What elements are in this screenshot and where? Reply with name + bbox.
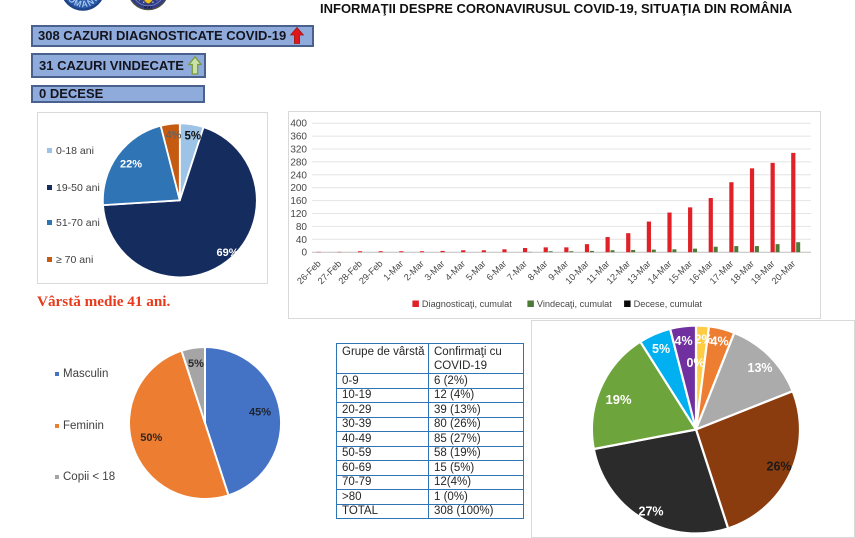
svg-text:320: 320	[290, 145, 307, 156]
svg-text:50%: 50%	[140, 432, 162, 444]
svg-text:Vindecaţi, cumulat: Vindecaţi, cumulat	[536, 299, 611, 309]
svg-text:160: 160	[290, 196, 307, 207]
svg-text:120: 120	[290, 209, 307, 220]
svg-text:3-Mar: 3-Mar	[422, 259, 446, 283]
svg-text:20-Mar: 20-Mar	[769, 259, 797, 287]
svg-text:6-Mar: 6-Mar	[484, 259, 508, 283]
svg-text:280: 280	[290, 157, 307, 168]
svg-text:Decese, cumulat: Decese, cumulat	[633, 299, 702, 309]
svg-text:19%: 19%	[605, 392, 631, 407]
svg-text:26%: 26%	[766, 460, 791, 474]
svg-text:1-Mar: 1-Mar	[381, 259, 405, 283]
svg-text:27%: 27%	[638, 505, 663, 519]
svg-text:5%: 5%	[652, 342, 670, 356]
svg-text:M.A.I: M.A.I	[144, 6, 152, 10]
svg-text:400: 400	[290, 119, 307, 130]
svg-text:360: 360	[290, 132, 307, 143]
svg-text:69%: 69%	[216, 247, 238, 259]
svg-text:4%: 4%	[165, 129, 181, 141]
svg-text:Diagnosticaţi, cumulat: Diagnosticaţi, cumulat	[421, 299, 511, 309]
svg-text:200: 200	[290, 183, 307, 194]
svg-text:8-Mar: 8-Mar	[525, 259, 549, 283]
svg-text:80: 80	[295, 222, 307, 233]
svg-text:4%: 4%	[674, 334, 692, 348]
svg-text:45%: 45%	[249, 407, 271, 419]
svg-text:13%: 13%	[747, 361, 772, 375]
svg-text:2-Mar: 2-Mar	[401, 259, 425, 283]
svg-text:5%: 5%	[184, 130, 201, 142]
svg-text:29-Feb: 29-Feb	[357, 259, 385, 287]
svg-text:40: 40	[295, 235, 307, 246]
svg-text:4%: 4%	[710, 335, 728, 349]
svg-text:0: 0	[301, 248, 307, 259]
svg-text:5-Mar: 5-Mar	[463, 259, 487, 283]
svg-text:5%: 5%	[188, 358, 204, 370]
svg-text:0%: 0%	[686, 356, 704, 370]
svg-text:240: 240	[290, 170, 307, 181]
svg-text:4-Mar: 4-Mar	[443, 259, 467, 283]
svg-text:22%: 22%	[120, 158, 142, 170]
svg-text:7-Mar: 7-Mar	[505, 259, 529, 283]
